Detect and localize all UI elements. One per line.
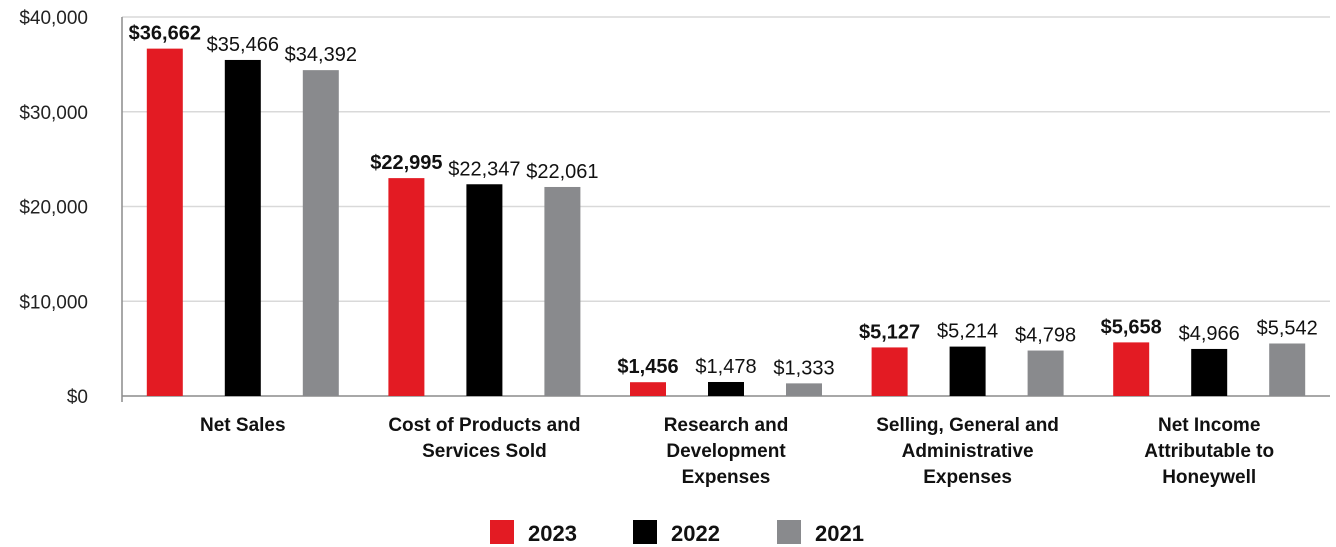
- data-label: $4,798: [1015, 325, 1076, 347]
- category-label: Cost of Products and: [388, 415, 580, 436]
- data-label: $34,392: [285, 44, 357, 66]
- bar-2023: [871, 347, 908, 396]
- y-tick-label: $0: [67, 387, 88, 408]
- data-label: $5,542: [1257, 317, 1318, 339]
- category-label: Development: [666, 441, 786, 462]
- category-label: Research and: [664, 415, 789, 436]
- category-label: Selling, General and: [876, 415, 1059, 436]
- category-label: Expenses: [923, 467, 1012, 488]
- category-label: Honeywell: [1162, 467, 1256, 488]
- legend-swatch-2023: [490, 520, 514, 544]
- category-label: Services Sold: [422, 441, 547, 462]
- bar-2021: [1269, 343, 1306, 396]
- data-label: $36,662: [129, 23, 201, 45]
- bar-2022: [1191, 348, 1228, 396]
- bar-2021: [1027, 350, 1064, 396]
- legend-label: 2022: [671, 521, 720, 546]
- bar-2022: [949, 346, 986, 396]
- bar-2021: [302, 70, 339, 396]
- data-label: $1,333: [773, 357, 834, 379]
- category-label: Net Income: [1158, 415, 1260, 436]
- bar-2022: [466, 184, 503, 396]
- bar-2022: [708, 381, 744, 396]
- bar-2023: [630, 382, 666, 396]
- legend-label: 2023: [528, 521, 577, 546]
- bar-2022: [224, 59, 261, 396]
- legend: 2023 2022 2021: [490, 520, 864, 546]
- y-tick-label: $30,000: [19, 103, 88, 124]
- bar-2021: [544, 186, 581, 396]
- bar-2023: [146, 48, 183, 396]
- legend-label: 2021: [815, 521, 864, 546]
- data-label: $5,127: [859, 321, 920, 343]
- bar-2023: [388, 178, 425, 396]
- data-label: $1,456: [617, 356, 678, 378]
- category-label: Administrative: [902, 441, 1034, 462]
- bars: [146, 48, 1306, 396]
- data-label: $22,347: [448, 158, 520, 180]
- category-labels: Net Sales Cost of Products and Services So…: [200, 415, 1274, 488]
- data-label: $22,995: [370, 152, 442, 174]
- y-tick-label: $40,000: [19, 8, 88, 29]
- data-label: $5,214: [937, 321, 998, 343]
- y-tick-label: $10,000: [19, 292, 88, 313]
- y-axis-ticks: $0 $10,000 $20,000 $30,000 $40,000: [19, 8, 88, 408]
- bar-2021: [786, 383, 822, 396]
- category-label: Attributable to: [1144, 441, 1274, 462]
- data-label: $1,478: [695, 356, 756, 378]
- data-labels: $36,662 $35,466 $34,392 $22,995 $22,347 $22,0…: [129, 23, 1318, 380]
- legend-swatch-2022: [633, 520, 657, 544]
- data-label: $35,466: [207, 34, 279, 56]
- data-label: $5,658: [1101, 316, 1162, 338]
- category-label: Net Sales: [200, 415, 286, 436]
- data-label: $4,966: [1179, 323, 1240, 345]
- bar-2023: [1113, 342, 1150, 396]
- data-label: $22,061: [526, 161, 598, 183]
- category-label: Expenses: [682, 467, 771, 488]
- legend-swatch-2021: [777, 520, 801, 544]
- y-tick-label: $20,000: [19, 198, 88, 219]
